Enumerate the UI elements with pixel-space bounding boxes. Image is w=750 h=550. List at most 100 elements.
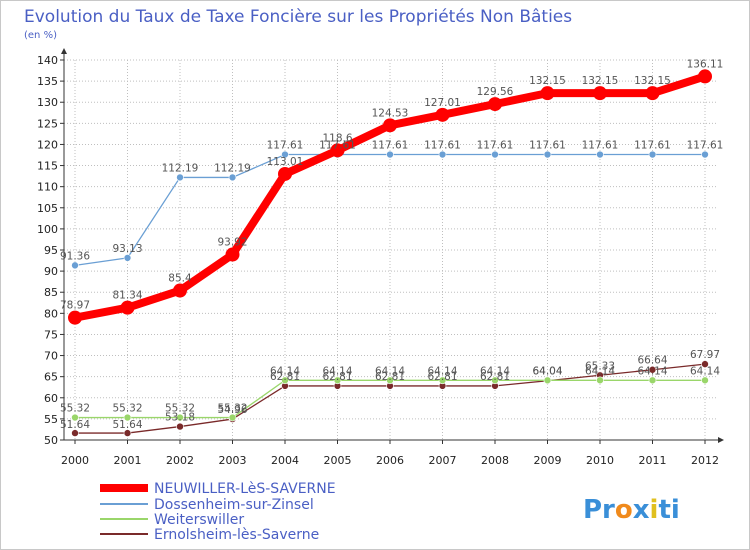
data-label: 93.92 [217, 237, 247, 249]
data-label: 65.33 [585, 360, 615, 372]
x-tick-label: 2007 [429, 454, 457, 467]
y-tick-label: 110 [37, 181, 58, 194]
data-label: 53.18 [165, 412, 195, 424]
x-tick-label: 2002 [166, 454, 194, 467]
x-tick-label: 2010 [586, 454, 614, 467]
data-label: 64.14 [637, 365, 667, 377]
data-point [648, 150, 657, 159]
y-tick-label: 105 [37, 202, 58, 215]
data-point [648, 376, 657, 385]
proxiti-logo: Proxiti [583, 495, 680, 525]
y-tick-label: 70 [44, 350, 58, 363]
data-label: 117.61 [372, 140, 409, 152]
data-point [228, 413, 237, 422]
legend-label: Ernolsheim-lès-Saverne [154, 527, 319, 543]
data-point [176, 413, 184, 422]
data-label: 64.14 [480, 365, 510, 377]
y-tick-label: 80 [44, 307, 58, 320]
logo-text: Proxiti [583, 495, 680, 525]
y-axis-arrow [61, 48, 67, 54]
data-point [648, 365, 657, 374]
data-label: 117.61 [529, 140, 566, 152]
data-point [123, 429, 132, 437]
data-label: 132.15 [529, 75, 566, 87]
data-label: 55.32 [60, 403, 90, 415]
y-tick-label: 90 [44, 265, 58, 278]
logo-letter: Pr [583, 495, 615, 525]
data-label: 64.04 [532, 365, 562, 377]
data-point [438, 376, 447, 385]
data-point [281, 150, 289, 159]
data-label: 62.81 [270, 371, 300, 383]
logo-letter: o [615, 495, 633, 525]
y-tick-label: 120 [37, 138, 58, 151]
legend-label: Weiterswiller [154, 512, 244, 528]
data-point [645, 86, 660, 101]
data-point [120, 300, 135, 315]
y-tick-label: 85 [44, 286, 58, 299]
data-label: 64.14 [322, 365, 352, 377]
data-label: 67.97 [690, 349, 720, 361]
data-label: 124.53 [372, 107, 409, 119]
data-point [330, 143, 345, 158]
data-label: 62.81 [427, 371, 457, 383]
data-label: 64.14 [427, 365, 457, 377]
data-label: 132.15 [634, 75, 671, 87]
data-label: 93.13 [112, 243, 142, 255]
data-point [278, 166, 292, 181]
data-point [173, 283, 187, 298]
data-point [596, 150, 604, 159]
data-label: 64.04 [532, 366, 562, 378]
axes: 50 55 60 65 70 75 80 85 90 95 100 105 110 115 120 125 13… [37, 48, 724, 467]
x-axis-arrow [718, 437, 724, 443]
data-label: 127.01 [424, 97, 461, 109]
data-label: 117.61 [477, 140, 514, 152]
x-tick-label: 2006 [376, 454, 404, 467]
y-tick-label: 95 [44, 244, 58, 257]
data-label: 118.6 [322, 132, 352, 144]
data-point [540, 86, 555, 101]
data-label: 112.19 [214, 162, 251, 174]
logo-letter: ti [658, 495, 679, 525]
y-tick-label: 140 [37, 54, 58, 67]
y-tick-label: 130 [37, 96, 58, 109]
data-label: 117.61 [634, 140, 671, 152]
y-tick-label: 115 [37, 160, 58, 173]
data-point [225, 247, 240, 262]
y-tick-label: 125 [37, 117, 58, 130]
data-point [701, 360, 709, 368]
data-label: 78.97 [60, 300, 90, 312]
data-point [386, 376, 394, 385]
data-label: 64.14 [375, 365, 405, 377]
data-point [383, 118, 397, 133]
data-point [386, 150, 394, 159]
data-label: 81.34 [112, 290, 142, 302]
data-point [123, 254, 132, 262]
data-point [281, 376, 289, 385]
data-label: 117.61 [687, 140, 724, 152]
legend-label: Dossenheim-sur-Zinsel [154, 497, 314, 513]
data-point [593, 86, 607, 101]
data-label: 113.01 [267, 156, 304, 168]
data-point [176, 173, 184, 182]
data-label: 55.32 [217, 403, 247, 415]
data-point [491, 376, 499, 385]
data-labels: 78.97 81.34 85.4 93.92 113.01 118.6 124.53 127.… [60, 58, 723, 431]
x-tick-label: 2000 [61, 454, 89, 467]
data-label: 51.64 [60, 419, 90, 431]
y-tick-label: 55 [44, 413, 58, 426]
data-label: 64.14 [690, 365, 720, 377]
data-label: 62.81 [375, 371, 405, 383]
data-label: 117.61 [582, 140, 619, 152]
x-tick-label: 2005 [324, 454, 352, 467]
y-tick-label: 50 [44, 434, 58, 447]
data-point [71, 429, 79, 437]
data-label: 64.14 [270, 365, 300, 377]
x-tick-label: 2008 [481, 454, 509, 467]
data-point [543, 150, 552, 159]
x-tick-label: 2003 [219, 454, 247, 467]
data-point [491, 150, 499, 159]
y-tick-label: 75 [44, 328, 58, 341]
data-label: 129.56 [477, 86, 514, 98]
